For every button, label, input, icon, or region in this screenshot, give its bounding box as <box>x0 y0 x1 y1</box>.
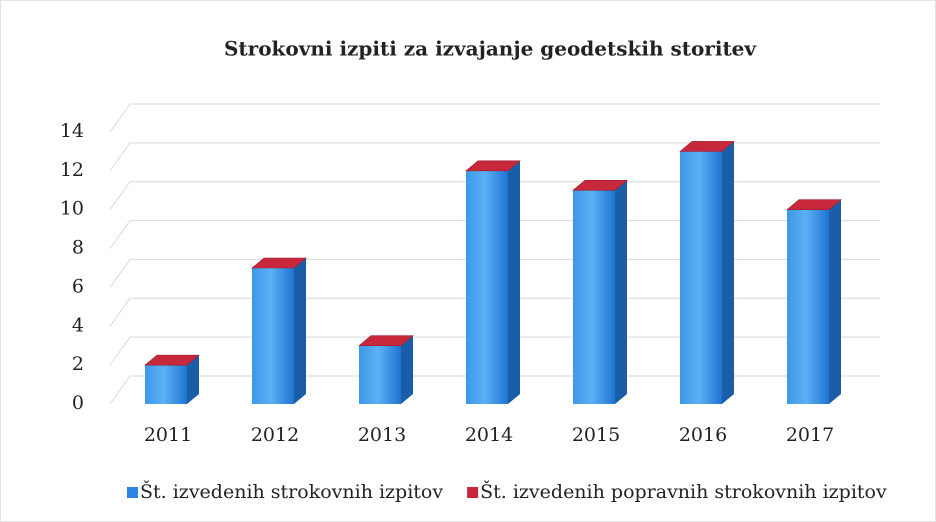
bar-side <box>508 160 520 404</box>
bar-top <box>572 179 628 191</box>
bar-side <box>829 199 841 404</box>
legend-swatch <box>127 487 138 498</box>
y-tick-label: 0 <box>72 392 84 414</box>
y-tick-label: 14 <box>60 120 84 142</box>
y-tick-label: 8 <box>72 237 84 259</box>
chart-title: Strokovni izpiti za izvajanje geodetskih… <box>224 37 757 61</box>
x-tick-label: 2015 <box>572 424 620 446</box>
legend: Št. izvedenih strokovnih izpitov Št. izve… <box>127 480 887 503</box>
legend-swatch <box>467 487 479 498</box>
bar-front <box>252 268 294 404</box>
x-tick-label: 2012 <box>251 424 299 446</box>
y-tick-label: 12 <box>60 159 84 181</box>
bar-top <box>679 141 735 152</box>
x-tick-label: 2017 <box>786 424 834 446</box>
bar-top <box>144 354 200 366</box>
grid-line <box>109 336 880 366</box>
x-tick-label: 2013 <box>358 424 406 446</box>
bar-front <box>359 345 401 404</box>
grid-line <box>109 181 880 211</box>
bar-side <box>294 258 306 404</box>
x-tick-label: 2014 <box>465 424 513 446</box>
bar-top <box>786 199 842 211</box>
bar-side <box>401 335 413 404</box>
grid-line <box>109 258 880 288</box>
bar-top <box>251 257 307 269</box>
bar-front <box>787 209 829 404</box>
grid-line <box>109 103 880 133</box>
bar-front <box>680 151 722 404</box>
bar-front <box>466 170 508 404</box>
legend-label: Št. izvedenih popravnih strokovnih izpit… <box>480 480 887 503</box>
grid-line <box>109 142 880 172</box>
bar-side <box>187 355 199 404</box>
bar-front <box>145 365 187 404</box>
bar-front <box>573 190 615 404</box>
y-tick-label: 10 <box>60 198 84 220</box>
bar-top <box>358 335 414 347</box>
legend-label: Št. izvedenih strokovnih izpitov <box>140 480 443 503</box>
grid-line <box>109 220 880 249</box>
bar-side <box>722 141 734 404</box>
bar-side <box>615 180 627 404</box>
y-tick-label: 6 <box>72 275 84 297</box>
x-tick-label: 2016 <box>679 424 727 446</box>
x-tick-label: 2011 <box>144 424 192 446</box>
grid-line <box>109 297 880 327</box>
grid-line <box>109 375 880 405</box>
y-tick-label: 2 <box>72 353 84 375</box>
bar-top <box>465 160 521 172</box>
y-tick-label: 4 <box>72 314 84 336</box>
